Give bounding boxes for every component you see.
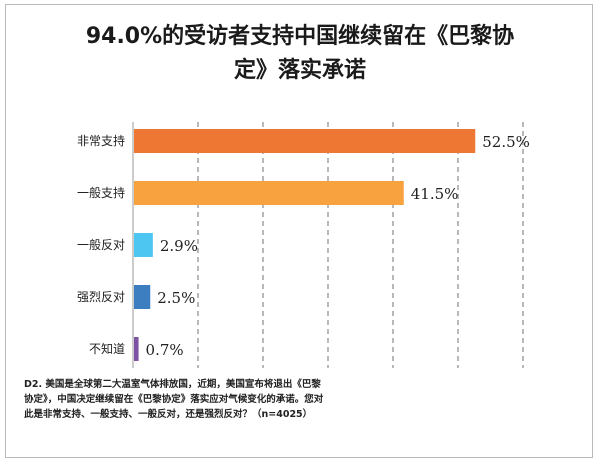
bar-general-support [134,181,404,205]
chart-title: 94.0%的受访者支持中国继续留在《巴黎协定》落实承诺 [85,24,515,83]
bar-unknown [134,337,139,361]
survey-question-note: D2. 美国是全球第二大温室气体排放国，近期，美国宣布将退出《巴黎协定》，中国决… [24,379,324,420]
chart-frame [5,4,593,458]
gridlines [197,122,524,368]
bars [134,129,476,361]
category-label-non-change-support: 非常支持 [77,133,125,148]
value-label-non-change-support: 52.5% [482,133,530,151]
category-label-general-oppose: 一般反对 [77,237,125,252]
value-label-unknown: 0.7% [146,341,184,359]
value-label-general-support: 41.5% [411,185,459,203]
value-label-general-oppose: 2.9% [160,237,198,255]
bar-strong-oppose [134,285,151,309]
category-label-unknown: 不知道 [89,342,125,356]
bar-non-change-support [134,129,476,153]
category-label-strong-oppose: 强烈反对 [77,290,125,304]
value-labels: 52.5% 41.5% 2.9% 2.5% 0.7% [146,133,530,359]
category-label-general-support: 一般支持 [77,185,125,200]
value-label-strong-oppose: 2.5% [157,289,195,307]
bar-general-oppose [134,233,153,257]
